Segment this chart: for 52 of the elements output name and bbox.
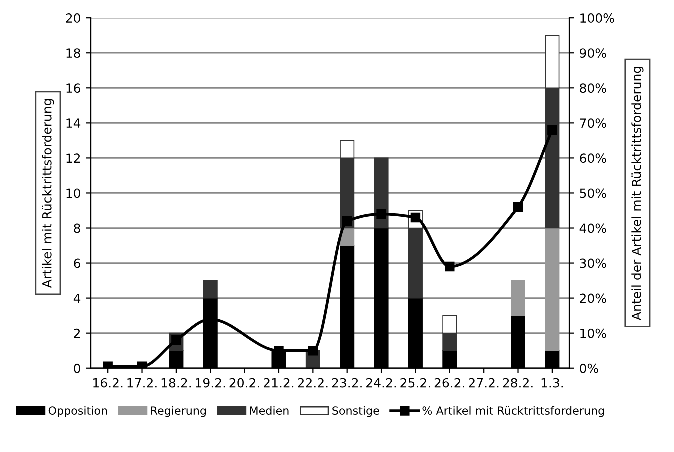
x-tick-label: 1.3. [542,378,564,388]
x-tick-label: 23.2. [332,378,362,388]
y-tick-label: 8 [74,224,80,234]
x-tick-label: 22.2. [298,378,328,388]
point [548,125,558,136]
x-tick-label: 25.2. [400,378,430,388]
x-tick-label: 26.2. [434,378,464,388]
y-tick-label: 14 [66,118,81,128]
x-tick-label: 19.2. [196,378,226,388]
y-tick-label: 16 [66,84,80,94]
y-tick-label: 12 [66,154,80,163]
point [513,202,524,212]
x-tick-label: 27.2. [469,378,499,388]
y2-axis-title: Anteil der Artikel mit Rücktrittsforderung [632,66,644,320]
legend-label: Opposition [48,406,108,418]
point [308,346,318,356]
bar [545,228,560,352]
x-tick-label: 20.2. [230,378,260,388]
y-tick-label: 18 [66,48,80,58]
x-tick-label: 28.2. [503,378,533,388]
x-tick-label: 17.2. [128,378,157,388]
y2-tick-label: 10% [580,328,606,338]
y-tick-label: 10 [66,188,80,198]
y-tick-label: 4 [74,294,81,304]
y2-tick-label: 40% [580,224,606,234]
point [445,262,455,272]
y2-tick-label: 100% [580,14,614,24]
y2-tick-label: 90% [580,48,606,58]
bar [511,280,526,316]
y2-tick-label: 0% [580,364,598,374]
x-tick-label: 18.2. [162,378,191,388]
y-tick-label: 2 [74,328,80,338]
y2-tick-label: 70% [580,118,606,128]
y2-tick-label: 20% [580,294,606,304]
bar [203,280,218,299]
y-tick-label: 0 [74,364,80,374]
y2-tick-label: 60% [580,154,606,164]
point [376,209,386,220]
y2-tick-label: 30% [580,258,606,268]
y2-tick-label: 50% [580,188,606,198]
x-tick-label: 21.2. [264,378,294,388]
x-tick-label: 16.2. [94,378,123,388]
y2-tick-label: 80% [580,84,606,94]
y-tick-label: 20 [66,14,80,24]
y-axis-title: Artikel mit Rücktrittsforderung [42,99,54,288]
legend-label: Sonstige [332,406,380,418]
x-tick-label: 24.2. [366,378,396,388]
legend-label: Regierung [151,406,206,418]
legend-label: % Artikel mit Rücktrittsforderung [422,406,604,418]
y-tick-label: 6 [74,258,80,268]
point [342,216,352,226]
legend-label: Medien [250,406,289,416]
